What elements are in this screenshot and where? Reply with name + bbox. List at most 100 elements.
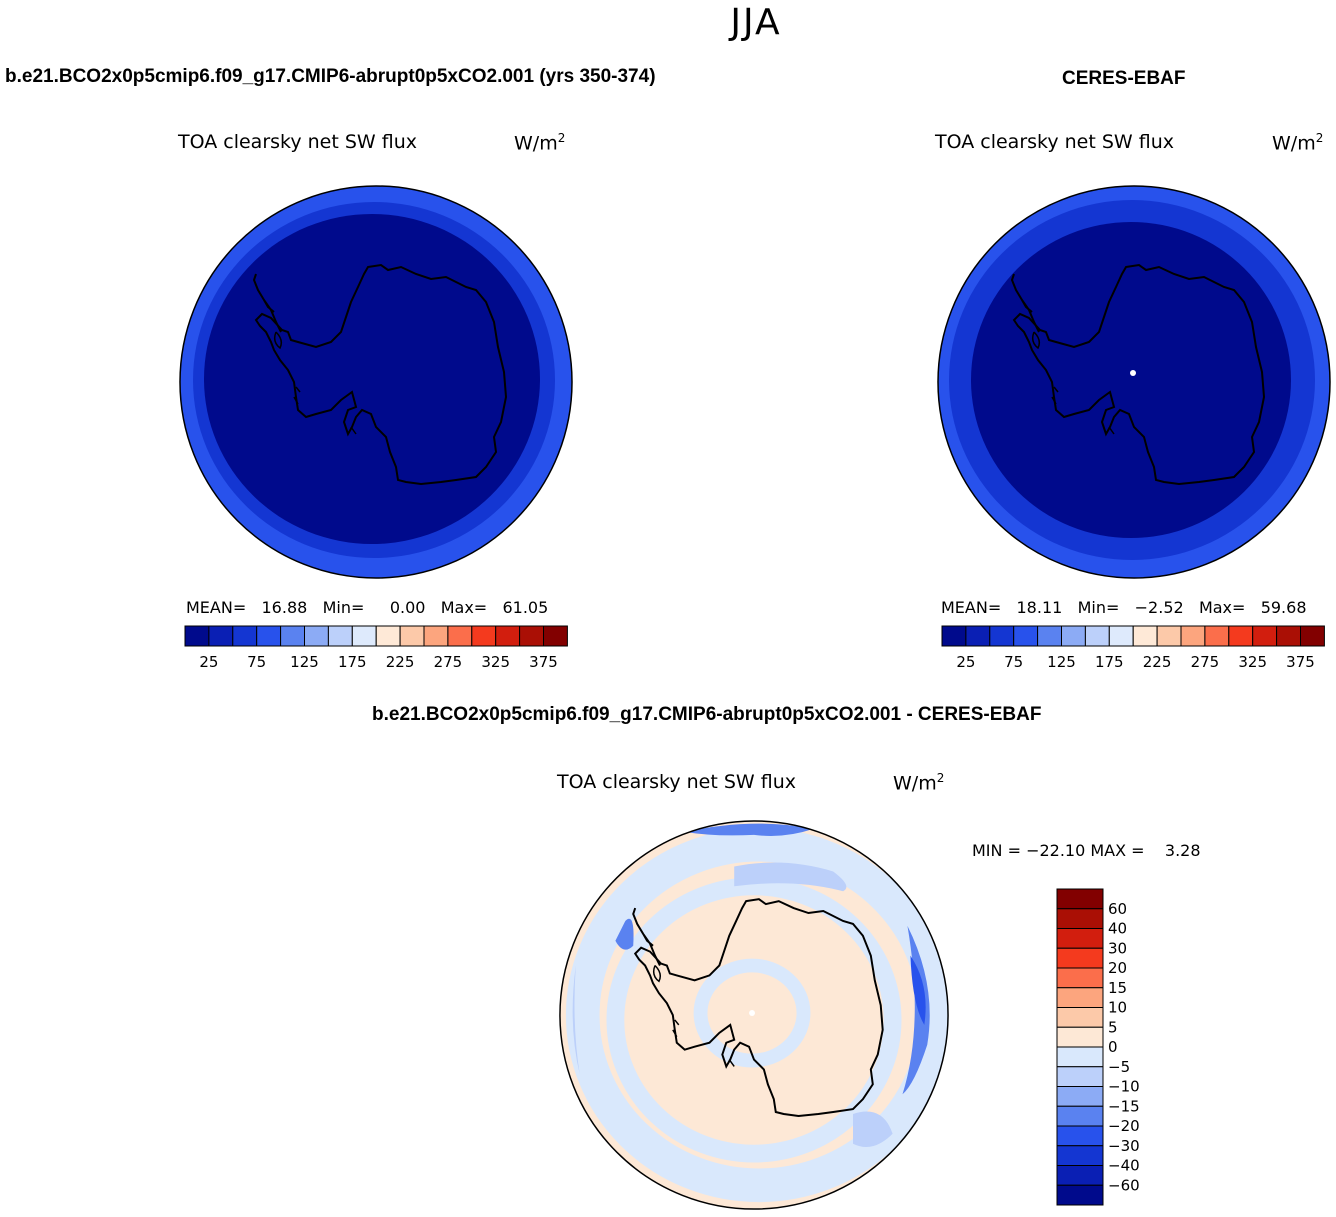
- diff-patch-north-light: [734, 862, 847, 892]
- obs-colorbar-box: [941, 625, 967, 647]
- model-colorbar-box: [208, 625, 234, 647]
- diff-patch-west: [615, 918, 634, 950]
- model-antarctica-coastline: [254, 263, 508, 486]
- diff-patch-south-light: [853, 1111, 893, 1147]
- diff-map: [559, 820, 949, 1210]
- diff-colorbar-label: −15: [1108, 1097, 1140, 1115]
- diff-colorbar-box: [1056, 908, 1104, 929]
- obs-colorbar-box: [1061, 625, 1086, 647]
- obs-colorbar-label: 375: [1286, 653, 1315, 671]
- diff-patch-east-core: [910, 955, 926, 1025]
- model-colorbar-box: [327, 625, 353, 647]
- model-panel-header: b.e21.BCO2x0p5cmip6.f09_g17.CMIP6-abrupt…: [5, 66, 656, 87]
- obs-colorbar-label: 125: [1047, 653, 1076, 671]
- diff-colorbar-label: −5: [1108, 1058, 1130, 1076]
- model-colorbar-labels: 25 75 125 175 225 275 325 375: [199, 653, 557, 671]
- model-colorbar-boxes: [184, 625, 568, 647]
- model-colorbar-box: [471, 625, 497, 647]
- model-peninsula: [252, 273, 282, 333]
- diff-colorbar-box: [1056, 928, 1104, 949]
- model-peninsula-islands: [273, 331, 357, 435]
- diff-pole-marker: [749, 1010, 755, 1016]
- obs-colorbar-label: 325: [1238, 653, 1267, 671]
- diff-colorbar-label: −40: [1108, 1157, 1140, 1175]
- model-stats: MEAN= 16.88 Min= 0.00 Max= 61.05: [186, 598, 549, 617]
- obs-antarctica-coastline: [1012, 263, 1266, 486]
- obs-inner-field: [971, 222, 1291, 538]
- diff-colorbar-label: 5: [1108, 1018, 1118, 1036]
- obs-stats: MEAN= 18.11 Min= −2.52 Max= 59.68: [941, 598, 1307, 617]
- diff-patch-west-light: [572, 965, 580, 1075]
- obs-peninsula: [1010, 273, 1040, 333]
- season-title: JJA: [730, 2, 782, 43]
- model-variable-title: TOA clearsky net SW flux: [178, 131, 418, 153]
- obs-colorbar-label: 25: [956, 653, 975, 671]
- diff-colorbar-label: −10: [1108, 1078, 1140, 1096]
- diff-colorbar-box: [1056, 888, 1104, 910]
- obs-colorbar-box: [1037, 625, 1062, 647]
- obs-colorbar-box: [989, 625, 1015, 647]
- obs-peninsula-islands: [1031, 331, 1115, 435]
- model-colorbar-label: 275: [434, 653, 463, 671]
- model-colorbar-box: [280, 625, 305, 647]
- model-map-border: [179, 185, 573, 579]
- obs-pole-marker: [1130, 370, 1136, 376]
- model-colorbar-label: 375: [529, 653, 558, 671]
- obs-colorbar-label: 75: [1004, 653, 1023, 671]
- obs-colorbar-box: [1108, 625, 1134, 647]
- model-colorbar-box: [495, 625, 521, 647]
- obs-colorbar-box: [1132, 625, 1158, 647]
- obs-colorbar-box: [1252, 625, 1278, 647]
- diff-colorbar-box: [1056, 1086, 1104, 1107]
- diff-colorbar-box: [1056, 987, 1104, 1008]
- diff-peninsula-islands: [652, 964, 735, 1067]
- obs-colorbar-box: [1300, 625, 1325, 647]
- diff-colorbar-boxes: [1056, 888, 1104, 1206]
- diff-colorbar-box: [1056, 1105, 1104, 1127]
- model-colorbar-box: [351, 625, 377, 647]
- diff-ring-inner: [693, 958, 811, 1068]
- diff-colorbar-box: [1056, 1026, 1104, 1048]
- obs-panel-header: CERES-EBAF: [1062, 68, 1186, 89]
- diff-colorbar-label: 60: [1108, 900, 1127, 918]
- diff-colorbar-box: [1056, 967, 1104, 989]
- obs-colorbar-label: 275: [1191, 653, 1220, 671]
- diff-colorbar-label: −20: [1108, 1117, 1140, 1135]
- obs-map: [937, 185, 1331, 579]
- diff-colorbar-label: 30: [1108, 939, 1127, 957]
- model-colorbar-label: 175: [338, 653, 367, 671]
- diff-panel-header: b.e21.BCO2x0p5cmip6.f09_g17.CMIP6-abrupt…: [372, 704, 1042, 725]
- obs-variable-title: TOA clearsky net SW flux: [935, 131, 1175, 153]
- diff-minmax: MIN = −22.10 MAX = 3.28: [972, 841, 1201, 860]
- diff-colorbar-box: [1056, 1125, 1104, 1147]
- obs-colorbar-box: [1276, 625, 1302, 647]
- obs-colorbar-box: [1180, 625, 1206, 647]
- diff-ring-outer: [565, 827, 949, 1203]
- obs-colorbar-label: 175: [1095, 653, 1124, 671]
- diff-colorbar-box: [1056, 1145, 1104, 1166]
- diff-colorbar-label: −30: [1108, 1137, 1140, 1155]
- model-colorbar-box: [184, 625, 210, 647]
- diff-colorbar-label: 40: [1108, 920, 1127, 938]
- obs-colorbar-box: [1228, 625, 1254, 647]
- model-colorbar-box: [423, 625, 449, 647]
- obs-colorbar-boxes: [941, 625, 1325, 647]
- model-colorbar-label: 225: [386, 653, 415, 671]
- obs-colorbar-box: [1156, 625, 1182, 647]
- obs-colorbar-labels: 25 75 125 175 225 275 325 375: [956, 653, 1314, 671]
- model-colorbar-label: 75: [247, 653, 266, 671]
- diff-colorbar-box: [1056, 1007, 1104, 1028]
- model-colorbar-box: [304, 625, 329, 647]
- model-colorbar-box: [232, 625, 258, 647]
- diff-patch-north: [684, 823, 814, 836]
- model-inner-field: [204, 214, 540, 544]
- diff-colorbar-box: [1056, 947, 1104, 969]
- diff-colorbar-label: −60: [1108, 1176, 1140, 1194]
- model-colorbar: 25 75 125 175 225 275 325 375: [184, 625, 568, 671]
- diff-colorbar-label: 10: [1108, 999, 1127, 1017]
- obs-colorbar-box: [1204, 625, 1230, 647]
- diff-units: W/m2: [893, 771, 945, 795]
- diff-colorbar-label: 20: [1108, 959, 1127, 977]
- diff-patch-east: [902, 925, 930, 1095]
